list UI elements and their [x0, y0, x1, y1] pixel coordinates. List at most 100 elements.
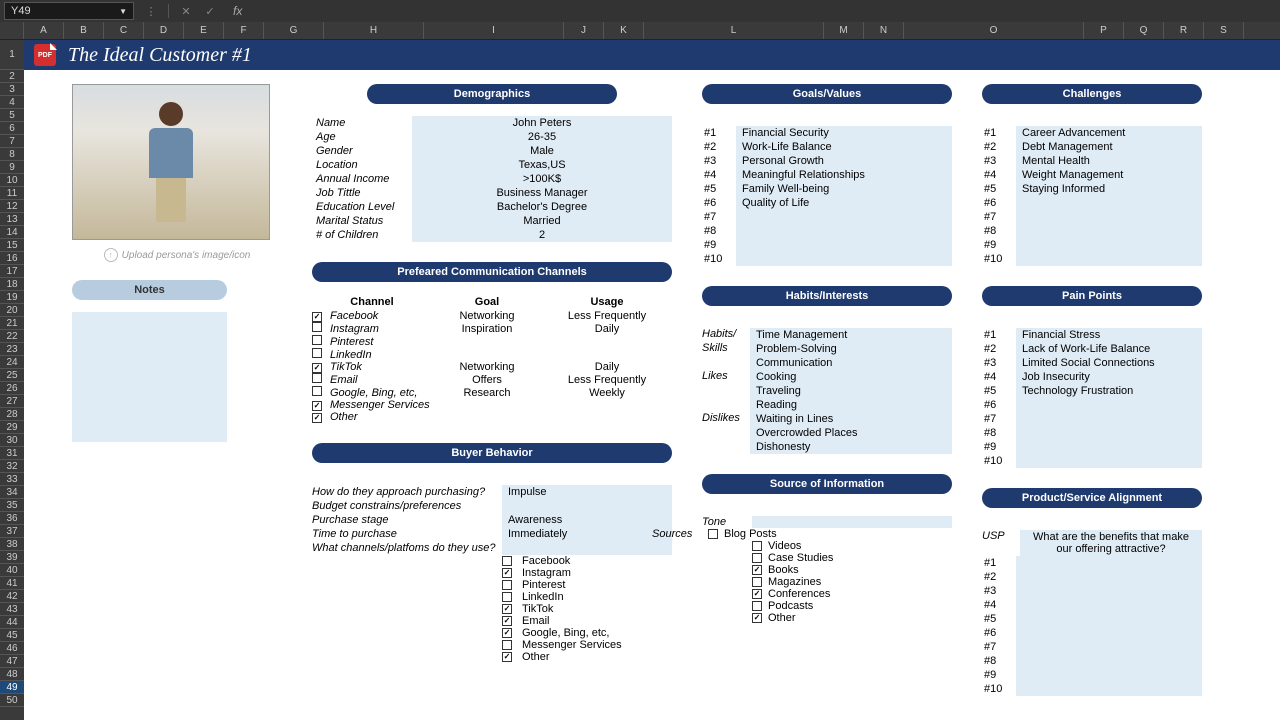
fx-icon[interactable]: fx — [233, 4, 242, 18]
row-header[interactable]: 12 — [0, 200, 24, 213]
row-header[interactable]: 26 — [0, 382, 24, 395]
num-value[interactable] — [1016, 196, 1202, 210]
row-header[interactable]: 36 — [0, 512, 24, 525]
num-value[interactable] — [736, 210, 952, 224]
checkbox[interactable] — [502, 616, 512, 626]
row-header[interactable]: 49 — [0, 681, 24, 694]
num-value[interactable] — [1016, 598, 1202, 612]
row-header[interactable]: 2 — [0, 70, 24, 83]
row-header[interactable]: 31 — [0, 447, 24, 460]
col-header[interactable]: Q — [1124, 22, 1164, 39]
channel-usage[interactable]: Less Frequently — [542, 374, 672, 386]
demo-value[interactable]: Married — [412, 214, 672, 228]
checkbox[interactable] — [312, 401, 322, 411]
col-header[interactable]: M — [824, 22, 864, 39]
checkbox[interactable] — [312, 322, 322, 332]
row-header[interactable]: 50 — [0, 694, 24, 707]
checkbox[interactable] — [502, 640, 512, 650]
row-header[interactable]: 7 — [0, 135, 24, 148]
row-header[interactable]: 33 — [0, 473, 24, 486]
num-value[interactable] — [736, 252, 952, 266]
row-header[interactable]: 10 — [0, 174, 24, 187]
row-header[interactable]: 28 — [0, 408, 24, 421]
num-value[interactable] — [1016, 556, 1202, 570]
num-value[interactable] — [1016, 682, 1202, 696]
checkbox[interactable] — [502, 652, 512, 662]
num-value[interactable]: Job Insecurity — [1016, 370, 1202, 384]
row-header[interactable]: 13 — [0, 213, 24, 226]
buyer-answer[interactable]: Immediately — [502, 527, 672, 541]
col-header[interactable]: E — [184, 22, 224, 39]
habit-value[interactable]: Traveling — [750, 384, 952, 398]
col-header[interactable]: K — [604, 22, 644, 39]
row-header[interactable]: 46 — [0, 642, 24, 655]
num-value[interactable] — [1016, 570, 1202, 584]
pdf-icon[interactable]: PDF — [34, 44, 56, 66]
buyer-answer[interactable] — [502, 499, 672, 513]
row-header[interactable]: 9 — [0, 161, 24, 174]
num-value[interactable]: Financial Security — [736, 126, 952, 140]
row-header[interactable]: 38 — [0, 538, 24, 551]
checkbox[interactable] — [752, 565, 762, 575]
num-value[interactable]: Debt Management — [1016, 140, 1202, 154]
accept-icon[interactable]: ✓ — [203, 4, 217, 18]
row-header[interactable]: 41 — [0, 577, 24, 590]
row-header[interactable]: 19 — [0, 291, 24, 304]
checkbox[interactable] — [708, 529, 718, 539]
row-header[interactable]: 23 — [0, 343, 24, 356]
col-header[interactable]: L — [644, 22, 824, 39]
col-header[interactable]: D — [144, 22, 184, 39]
col-header[interactable]: A — [24, 22, 64, 39]
row-header[interactable]: 17 — [0, 265, 24, 278]
row-header[interactable]: 29 — [0, 421, 24, 434]
checkbox[interactable] — [752, 553, 762, 563]
dropdown-caret-icon[interactable]: ▼ — [119, 7, 127, 16]
col-header[interactable]: J — [564, 22, 604, 39]
habit-value[interactable]: Overcrowded Places — [750, 426, 952, 440]
checkbox[interactable] — [502, 604, 512, 614]
checkbox[interactable] — [312, 386, 322, 396]
row-header[interactable]: 20 — [0, 304, 24, 317]
checkbox[interactable] — [312, 312, 322, 322]
checkbox[interactable] — [752, 541, 762, 551]
demo-value[interactable]: Bachelor's Degree — [412, 200, 672, 214]
checkbox[interactable] — [752, 589, 762, 599]
num-value[interactable] — [736, 224, 952, 238]
col-header[interactable]: S — [1204, 22, 1244, 39]
row-header[interactable]: 48 — [0, 668, 24, 681]
num-value[interactable]: Mental Health — [1016, 154, 1202, 168]
checkbox[interactable] — [312, 335, 322, 345]
row-header[interactable]: 22 — [0, 330, 24, 343]
num-value[interactable] — [1016, 252, 1202, 266]
channel-goal[interactable]: Networking — [432, 361, 542, 373]
num-value[interactable] — [1016, 426, 1202, 440]
row-header[interactable]: 47 — [0, 655, 24, 668]
num-value[interactable] — [1016, 398, 1202, 412]
row-header[interactable]: 30 — [0, 434, 24, 447]
channel-usage[interactable]: Daily — [542, 361, 672, 373]
row-header[interactable]: 32 — [0, 460, 24, 473]
num-value[interactable]: Personal Growth — [736, 154, 952, 168]
demo-value[interactable]: 26-35 — [412, 130, 672, 144]
num-value[interactable] — [1016, 440, 1202, 454]
num-value[interactable] — [1016, 238, 1202, 252]
channel-usage[interactable]: Daily — [542, 323, 672, 335]
num-value[interactable] — [1016, 626, 1202, 640]
row-header[interactable]: 5 — [0, 109, 24, 122]
row-header[interactable]: 34 — [0, 486, 24, 499]
habit-value[interactable]: Waiting in Lines — [750, 412, 952, 426]
num-value[interactable] — [736, 238, 952, 252]
num-value[interactable]: Weight Management — [1016, 168, 1202, 182]
row-header[interactable]: 18 — [0, 278, 24, 291]
row-header[interactable]: 27 — [0, 395, 24, 408]
checkbox[interactable] — [752, 601, 762, 611]
checkbox[interactable] — [312, 413, 322, 423]
buyer-answer[interactable]: Impulse — [502, 485, 672, 499]
row-header[interactable]: 8 — [0, 148, 24, 161]
num-value[interactable] — [1016, 210, 1202, 224]
buyer-answer[interactable]: Awareness — [502, 513, 672, 527]
checkbox[interactable] — [502, 628, 512, 638]
col-header[interactable]: B — [64, 22, 104, 39]
checkbox[interactable] — [752, 577, 762, 587]
checkbox[interactable] — [502, 568, 512, 578]
